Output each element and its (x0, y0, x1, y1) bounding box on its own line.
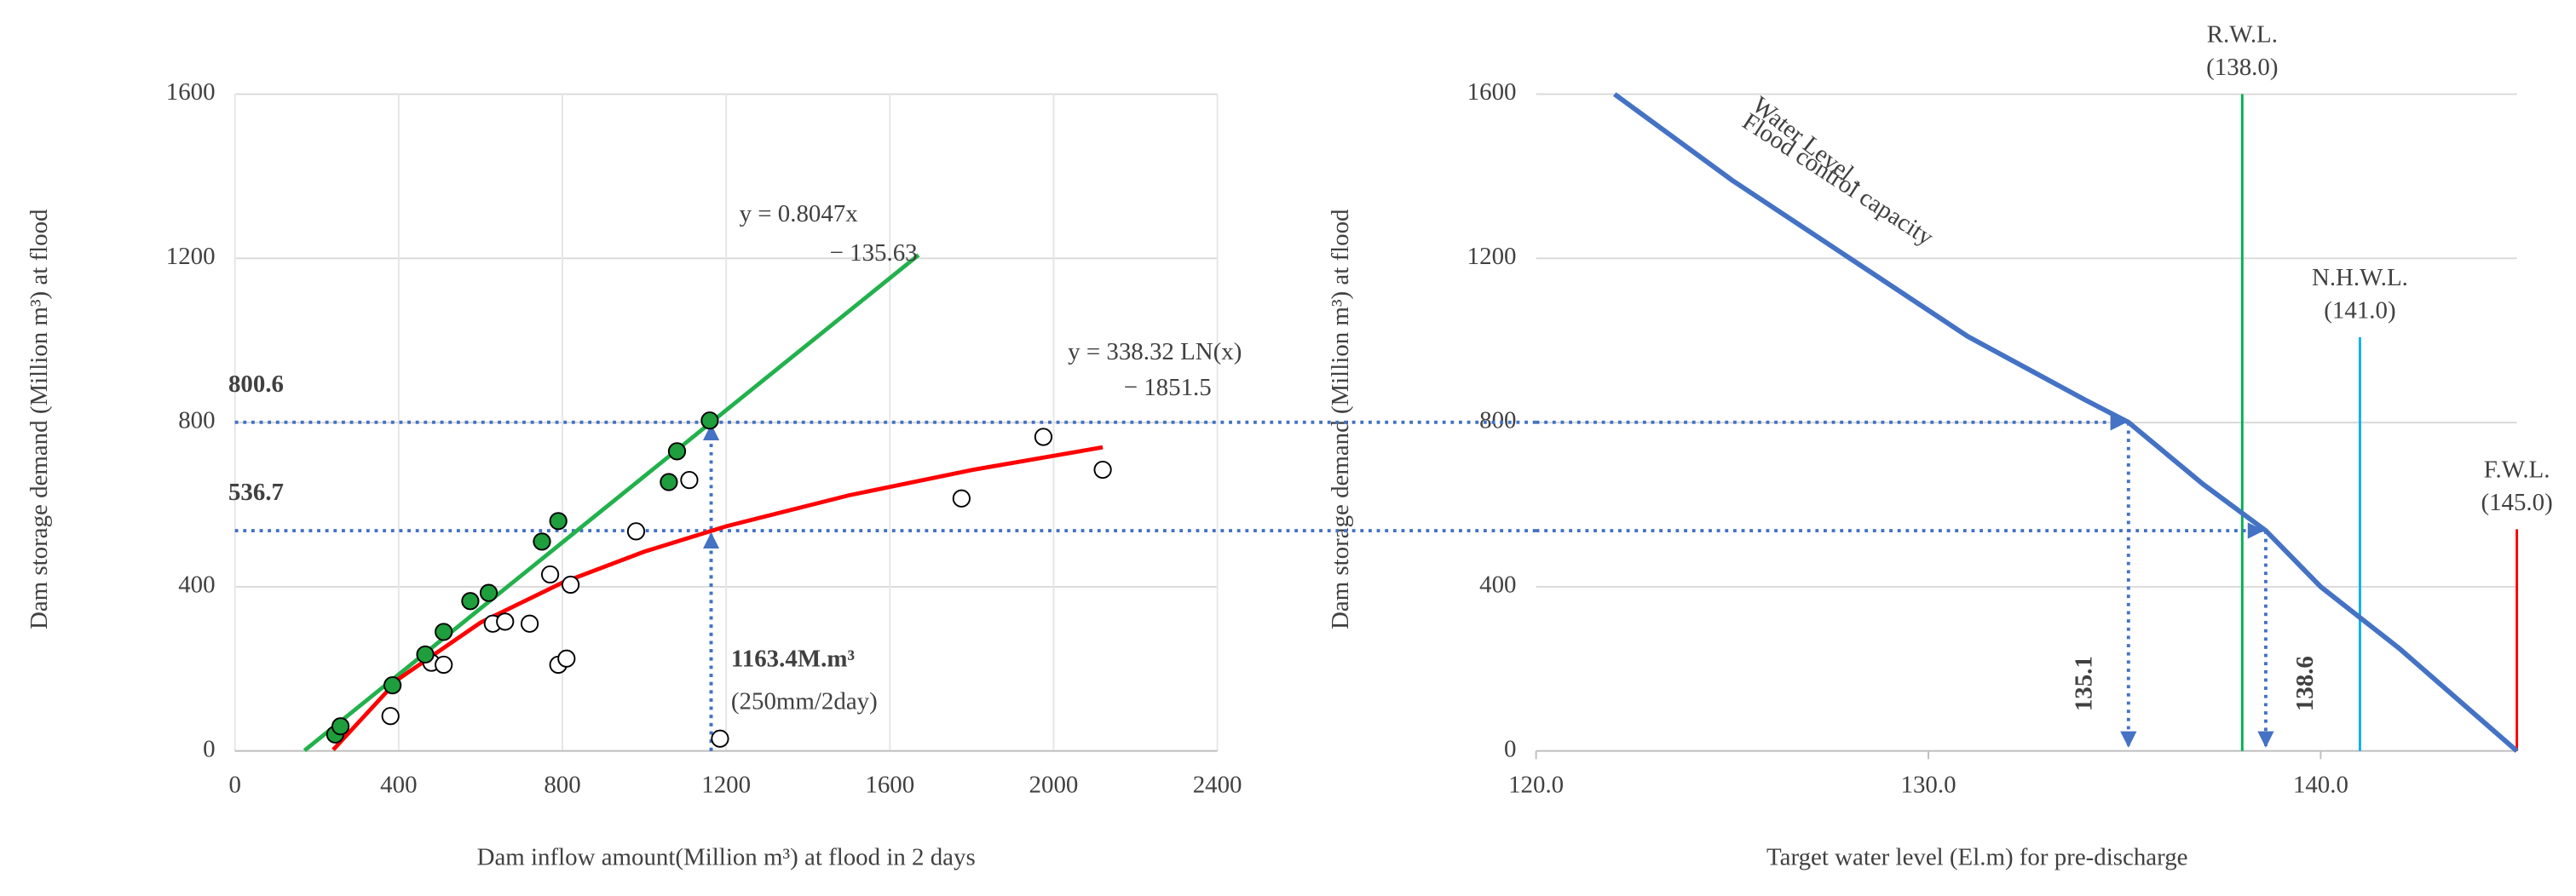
target-label: 135.1 (2070, 656, 2097, 711)
reference-value: (145.0) (2481, 489, 2552, 516)
scatter-point (540, 565, 560, 584)
x-tick-label: 800 (544, 772, 580, 799)
y-tick-label: 400 (1479, 571, 1516, 599)
y-tick-label: 1600 (1467, 78, 1517, 106)
y-axis-label: Dam storage demand (Million m³) at flood (26, 209, 53, 629)
fit-equation: y = 338.32 LN(x) (1068, 338, 1242, 365)
scatter-point (479, 583, 498, 602)
guide-value-label: 1163.4M.m³ (731, 645, 855, 672)
y-tick-label: 1200 (1467, 243, 1517, 270)
x-tick-label: 2000 (1029, 772, 1079, 799)
scatter-point (680, 470, 699, 490)
scatter-point (561, 575, 580, 594)
fit-line (331, 445, 1104, 752)
scatter-point (383, 675, 402, 695)
reference-value: (138.0) (2206, 54, 2278, 81)
x-tick-label: 1600 (865, 772, 914, 799)
x-tick-label: 140.0 (2293, 772, 2348, 799)
scatter-point (700, 411, 719, 430)
target-label: 138.6 (2291, 656, 2319, 711)
fit-equation: − 135.63 (830, 239, 918, 267)
x-tick-label: 120.0 (1508, 772, 1564, 799)
x-tick-label: 400 (380, 772, 417, 799)
fit-equation: − 1851.5 (1124, 374, 1212, 401)
x-tick-label: 0 (228, 772, 240, 799)
fit-equation: y = 0.8047x (740, 200, 859, 227)
scatter-point (557, 649, 576, 668)
x-axis-label: Dam inflow amount(Million m³) at flood i… (477, 844, 976, 871)
x-tick-label: 1200 (701, 772, 751, 799)
curve-label: Flood control capacity (1738, 107, 1939, 251)
scatter-point (461, 592, 480, 611)
scatter-point (435, 655, 453, 675)
y-tick-label: 800 (1479, 407, 1516, 434)
guide-label: 800.6 (228, 370, 284, 398)
fit-line (303, 253, 920, 753)
scatter-point (381, 707, 400, 726)
scatter-point (1093, 460, 1112, 480)
scatter-point (549, 512, 568, 531)
y-tick-label: 1600 (166, 78, 216, 106)
guide-note: (250mm/2day) (731, 687, 878, 715)
scatter-point (711, 729, 729, 748)
y-tick-label: 1200 (166, 243, 216, 270)
y-tick-label: 400 (178, 571, 215, 599)
x-tick-label: 130.0 (1900, 772, 1956, 799)
reference-name: R.W.L. (2207, 21, 2278, 49)
scatter-point (533, 532, 551, 551)
scatter-point (520, 614, 539, 633)
scatter-point (660, 473, 678, 491)
reference-name: N.H.W.L. (2312, 264, 2408, 291)
scatter-point (952, 489, 971, 508)
reference-value: (141.0) (2324, 297, 2395, 325)
scatter-point (667, 442, 687, 461)
y-axis-label: Dam storage demand (Million m³) at flood (1327, 209, 1354, 629)
guide-label: 536.7 (228, 479, 284, 506)
scatter-point (1034, 428, 1053, 446)
scatter-point (496, 612, 515, 631)
x-axis-label: Target water level (El.m) for pre-discha… (1766, 844, 2188, 871)
scatter-point (626, 522, 646, 541)
y-tick-label: 800 (178, 407, 215, 434)
x-tick-label: 2400 (1193, 772, 1242, 799)
scatter-point (435, 623, 453, 641)
reference-name: F.W.L. (2484, 457, 2550, 484)
scatter-point (331, 717, 350, 736)
scatter-point (416, 645, 435, 664)
y-tick-label: 0 (203, 735, 215, 762)
y-tick-label: 0 (1504, 735, 1516, 762)
